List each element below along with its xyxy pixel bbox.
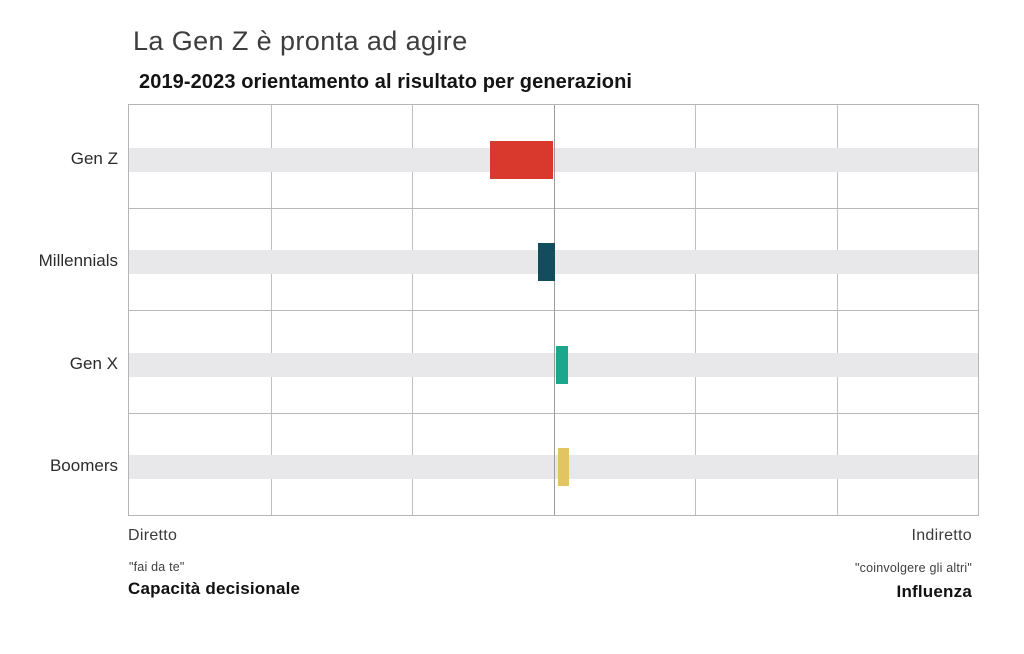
chart-subtitle: 2019-2023 orientamento al risultato per … bbox=[139, 71, 633, 93]
bar-gen-x bbox=[556, 345, 568, 384]
x-axis-quote-right: "coinvolgere gli altri" bbox=[855, 561, 972, 575]
bar-gen-z bbox=[489, 140, 554, 179]
chart-title: La Gen Z è pronta ad agire bbox=[133, 26, 468, 56]
x-axis-quote-left: "fai da te" bbox=[129, 560, 185, 574]
plot-area bbox=[128, 104, 979, 516]
row-label-millennials: Millennials bbox=[38, 251, 118, 270]
x-axis-label-right: Indiretto bbox=[911, 527, 972, 544]
x-axis-title-right: Influenza bbox=[896, 582, 972, 601]
center-axis-line bbox=[553, 105, 555, 515]
x-axis-label-left: Diretto bbox=[128, 527, 178, 544]
row-label-gen-x: Gen X bbox=[69, 353, 118, 373]
row-label-boomers: Boomers bbox=[49, 456, 118, 475]
bar-millennials bbox=[537, 243, 555, 281]
bar-boomers bbox=[557, 448, 570, 486]
x-axis-title-left: Capacità decisionale bbox=[128, 579, 301, 598]
row-label-gen-z: Gen Z bbox=[70, 148, 118, 168]
